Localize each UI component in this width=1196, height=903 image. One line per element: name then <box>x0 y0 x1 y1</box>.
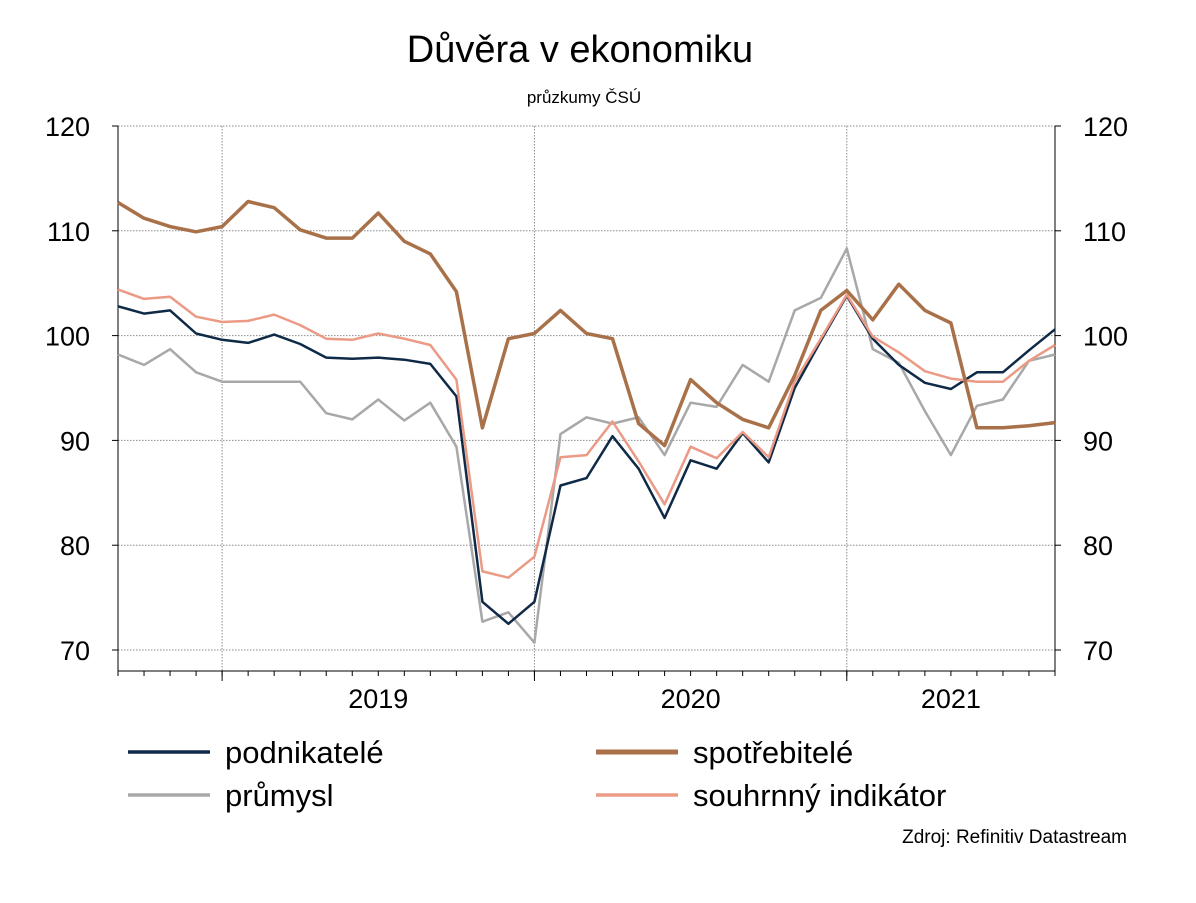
legend-label-souhrnny: souhrnný indikátor <box>693 778 946 813</box>
legend-label-prumysl: průmysl <box>225 778 334 813</box>
series-line-souhrnny <box>117 288 1056 579</box>
y-tick-label-right: 90 <box>1083 426 1113 456</box>
series-lines <box>117 199 1056 644</box>
chart-subtitle: průzkumy ČSÚ <box>527 88 641 107</box>
source-note: Zdroj: Refinitiv Datastream <box>902 827 1127 848</box>
y-tick-label-right: 110 <box>1083 217 1126 247</box>
y-tick-label-right: 100 <box>1083 322 1128 352</box>
x-tick-label-2021: 2021 <box>921 684 981 714</box>
legend-label-spotrebitele: spotřebitelé <box>693 735 853 770</box>
x-tick-label-2020: 2020 <box>661 684 721 714</box>
grid <box>118 125 1055 671</box>
y-tick-label-left: 120 <box>45 112 90 142</box>
series-line-spotrebitele <box>117 199 1056 448</box>
series-line-podnikatele <box>117 294 1056 626</box>
chart-title: Důvěra v ekonomiku <box>407 29 753 71</box>
y-tick-label-left: 90 <box>60 426 90 456</box>
legend-label-podnikatele: podnikatelé <box>225 735 384 770</box>
x-tick-label-2019: 2019 <box>348 684 408 714</box>
y-tick-label-left: 80 <box>60 531 90 561</box>
series-line-prumysl <box>117 247 1056 644</box>
y-tick-label-left: 100 <box>45 322 90 352</box>
y-tick-label-right: 120 <box>1083 112 1128 142</box>
y-tick-label-left: 70 <box>60 636 90 666</box>
axes: 70 70 80 80 90 90 100 100 110 110 120 120 2019 2020 20… <box>45 112 1128 714</box>
y-tick-label-right: 70 <box>1083 636 1113 666</box>
y-tick-label-left: 110 <box>47 217 90 247</box>
y-tick-label-right: 80 <box>1083 531 1113 561</box>
legend: podnikatelé spotřebitelé průmysl souhrnný i… <box>128 735 946 813</box>
